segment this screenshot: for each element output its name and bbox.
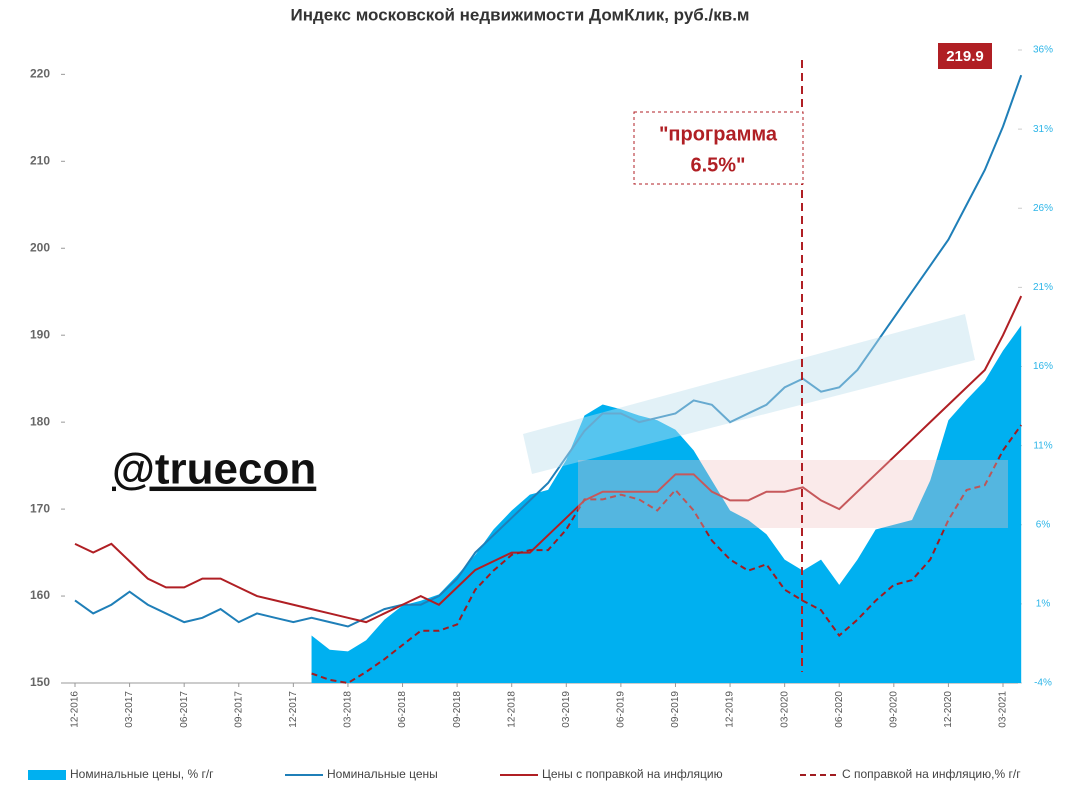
y2-tick-label: 21% (1033, 282, 1053, 293)
annotation: 6.5%" (690, 154, 745, 176)
y-tick-label: 160 (30, 588, 50, 602)
x-tick-label: 09-2020 (888, 691, 899, 728)
line (311, 424, 1023, 685)
chart-title: Индекс московской недвижимости ДомКлик, … (291, 5, 750, 24)
x-tick-label: 12-2020 (943, 691, 954, 728)
y-tick-label: 170 (30, 501, 50, 515)
highlight-band (523, 314, 975, 474)
x-tick-label: 12-2018 (506, 691, 517, 728)
y-tick-label: 150 (30, 675, 50, 689)
highlight-box (578, 460, 1008, 528)
x-tick-label: 12-2017 (288, 691, 299, 728)
y-tick-label: 180 (30, 414, 50, 428)
y2-tick-label: 31% (1033, 124, 1053, 135)
line (74, 74, 1023, 628)
watermark: @truecon (112, 445, 316, 494)
x-tick-label: 03-2017 (124, 691, 135, 728)
x-tick-label: 03-2018 (343, 691, 354, 728)
y2-tick-label: 26% (1033, 203, 1053, 214)
y2-tick-label: 1% (1036, 599, 1051, 610)
value-label-box (938, 43, 992, 69)
y2-tick-label: -4% (1034, 678, 1052, 689)
annotation: "программа (659, 123, 778, 145)
area (311, 325, 1022, 683)
y-tick-label: 210 (30, 153, 50, 167)
x-tick-label: 03-2021 (998, 691, 1009, 728)
legend-swatch (28, 770, 66, 780)
legend-label: Номинальные цены (327, 767, 438, 781)
y2-tick-label: 36% (1033, 45, 1053, 56)
plot-area: 150 160 170 180 190 200 210 220 -4% 1% 6% 11% 16% 21%… (30, 45, 1053, 728)
y-tick-label: 220 (30, 67, 50, 81)
x-tick-label: 06-2018 (397, 691, 408, 728)
legend-label: Номинальные цены, % г/г (70, 767, 214, 781)
x-tick-label: 09-2018 (452, 691, 463, 728)
line (74, 295, 1023, 624)
x-tick-label: 09-2019 (670, 691, 681, 728)
legend: Номинальные цены, % г/г Номинальные цены Ц… (28, 767, 1021, 781)
x-tick-label: 03-2019 (561, 691, 572, 728)
legend-label: С поправкой на инфляцию,% г/г (842, 767, 1021, 781)
x-tick-label: 06-2017 (179, 691, 190, 728)
x-tick-label: 09-2017 (233, 691, 244, 728)
x-tick-label: 06-2019 (616, 691, 627, 728)
x-tick-label: 12-2016 (70, 691, 81, 728)
legend-label: Цены с поправкой на инфляцию (542, 767, 723, 781)
annotation-box (633, 111, 804, 185)
x-tick-label: 12-2019 (725, 691, 736, 728)
x-tick-label: 06-2020 (834, 691, 845, 728)
y-tick-label: 190 (30, 327, 50, 341)
x-tick-label: 03-2020 (779, 691, 790, 728)
y-tick-label: 200 (30, 240, 50, 254)
y2-tick-label: 6% (1036, 519, 1051, 530)
y2-tick-label: 11% (1033, 440, 1052, 451)
y2-tick-label: 16% (1033, 361, 1053, 372)
value-label: 219.9 (946, 48, 984, 65)
